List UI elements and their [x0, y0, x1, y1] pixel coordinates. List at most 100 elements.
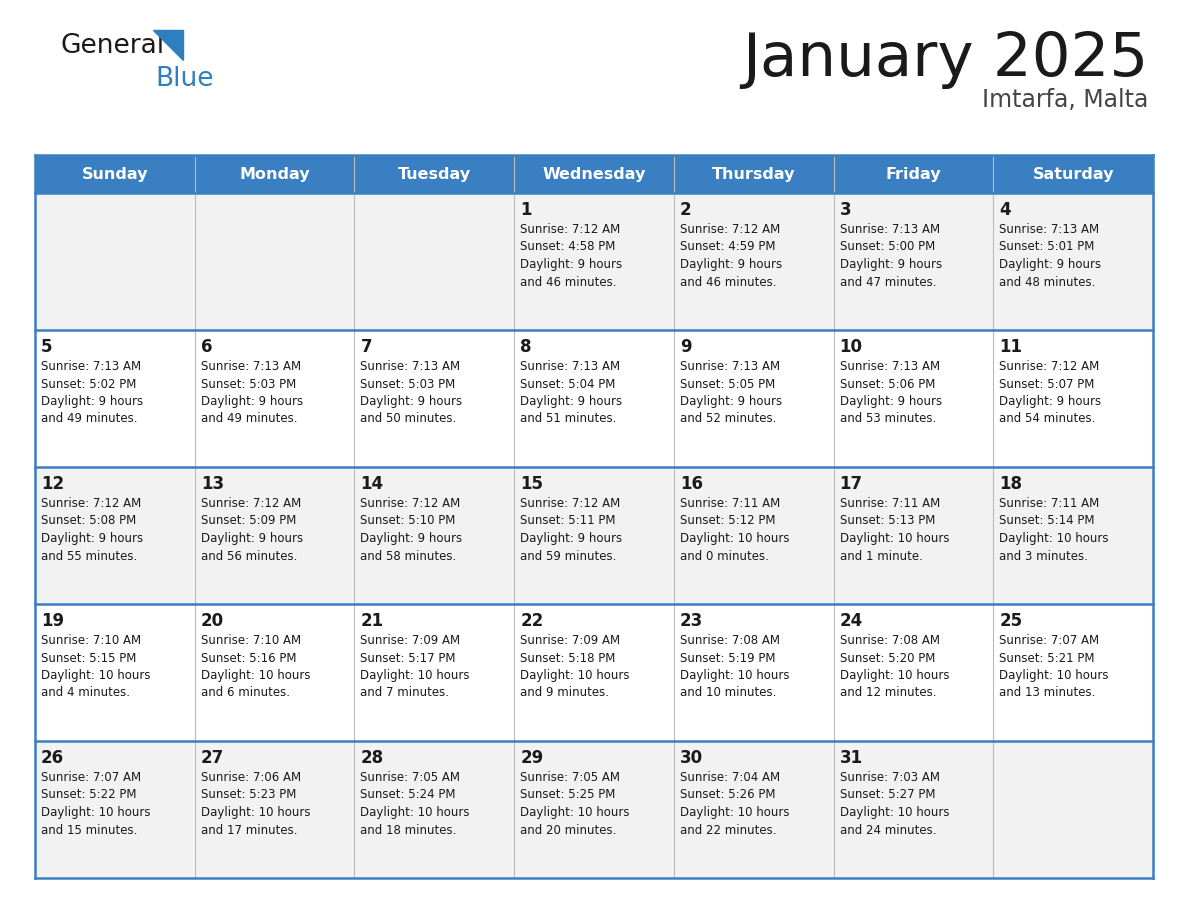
Text: Sunset: 5:06 PM: Sunset: 5:06 PM	[840, 377, 935, 390]
Text: Sunrise: 7:09 AM: Sunrise: 7:09 AM	[360, 634, 461, 647]
Text: Daylight: 9 hours: Daylight: 9 hours	[360, 532, 462, 545]
Text: Sunrise: 7:04 AM: Sunrise: 7:04 AM	[680, 771, 781, 784]
Text: Sunset: 5:02 PM: Sunset: 5:02 PM	[42, 377, 137, 390]
Text: Daylight: 10 hours: Daylight: 10 hours	[201, 806, 310, 819]
Text: Daylight: 10 hours: Daylight: 10 hours	[520, 669, 630, 682]
Text: Daylight: 9 hours: Daylight: 9 hours	[680, 258, 782, 271]
Text: 25: 25	[999, 612, 1023, 630]
Bar	[34, 193, 1154, 330]
Text: Daylight: 9 hours: Daylight: 9 hours	[201, 395, 303, 408]
Text: Sunrise: 7:12 AM: Sunrise: 7:12 AM	[680, 223, 781, 236]
Text: Daylight: 10 hours: Daylight: 10 hours	[42, 669, 151, 682]
Text: Sunrise: 7:08 AM: Sunrise: 7:08 AM	[680, 634, 779, 647]
Text: Thursday: Thursday	[712, 166, 796, 182]
Text: Daylight: 10 hours: Daylight: 10 hours	[680, 669, 789, 682]
Text: Daylight: 9 hours: Daylight: 9 hours	[520, 258, 623, 271]
Text: and 4 minutes.: and 4 minutes.	[42, 687, 129, 700]
Text: and 46 minutes.: and 46 minutes.	[680, 275, 776, 288]
Text: Sunrise: 7:03 AM: Sunrise: 7:03 AM	[840, 771, 940, 784]
Text: 16: 16	[680, 475, 703, 493]
Text: Sunrise: 7:06 AM: Sunrise: 7:06 AM	[201, 771, 301, 784]
Text: Wednesday: Wednesday	[542, 166, 646, 182]
Text: and 56 minutes.: and 56 minutes.	[201, 550, 297, 563]
Text: Sunset: 4:58 PM: Sunset: 4:58 PM	[520, 241, 615, 253]
Text: Sunset: 5:10 PM: Sunset: 5:10 PM	[360, 514, 456, 528]
Text: Daylight: 9 hours: Daylight: 9 hours	[42, 532, 143, 545]
Text: 14: 14	[360, 475, 384, 493]
Text: Sunset: 5:23 PM: Sunset: 5:23 PM	[201, 789, 296, 801]
Text: Sunset: 5:26 PM: Sunset: 5:26 PM	[680, 789, 776, 801]
Text: Sunrise: 7:13 AM: Sunrise: 7:13 AM	[840, 223, 940, 236]
Text: 17: 17	[840, 475, 862, 493]
Text: 3: 3	[840, 201, 851, 219]
Text: Sunset: 5:18 PM: Sunset: 5:18 PM	[520, 652, 615, 665]
Text: Sunset: 5:08 PM: Sunset: 5:08 PM	[42, 514, 137, 528]
Text: Daylight: 10 hours: Daylight: 10 hours	[999, 669, 1108, 682]
Bar	[195, 155, 354, 193]
Text: Daylight: 10 hours: Daylight: 10 hours	[840, 532, 949, 545]
Text: Daylight: 9 hours: Daylight: 9 hours	[999, 395, 1101, 408]
Text: 9: 9	[680, 338, 691, 356]
Text: Daylight: 9 hours: Daylight: 9 hours	[840, 395, 942, 408]
Text: Sunrise: 7:11 AM: Sunrise: 7:11 AM	[680, 497, 781, 510]
Text: and 58 minutes.: and 58 minutes.	[360, 550, 456, 563]
Text: Sunrise: 7:12 AM: Sunrise: 7:12 AM	[999, 360, 1100, 373]
Text: Daylight: 10 hours: Daylight: 10 hours	[360, 669, 470, 682]
Text: 10: 10	[840, 338, 862, 356]
Text: and 7 minutes.: and 7 minutes.	[360, 687, 449, 700]
Text: Sunrise: 7:11 AM: Sunrise: 7:11 AM	[999, 497, 1100, 510]
Bar	[514, 155, 674, 193]
Text: 11: 11	[999, 338, 1023, 356]
Text: Sunrise: 7:09 AM: Sunrise: 7:09 AM	[520, 634, 620, 647]
Text: Sunrise: 7:13 AM: Sunrise: 7:13 AM	[360, 360, 461, 373]
Text: Friday: Friday	[885, 166, 941, 182]
Text: Sunset: 5:19 PM: Sunset: 5:19 PM	[680, 652, 776, 665]
Text: 4: 4	[999, 201, 1011, 219]
Text: 28: 28	[360, 749, 384, 767]
Text: 5: 5	[42, 338, 52, 356]
Text: Sunrise: 7:12 AM: Sunrise: 7:12 AM	[360, 497, 461, 510]
Text: Daylight: 9 hours: Daylight: 9 hours	[520, 395, 623, 408]
Text: 20: 20	[201, 612, 223, 630]
Bar	[34, 330, 1154, 467]
Text: and 10 minutes.: and 10 minutes.	[680, 687, 776, 700]
Polygon shape	[153, 30, 183, 60]
Text: Daylight: 9 hours: Daylight: 9 hours	[360, 395, 462, 408]
Text: January 2025: January 2025	[741, 30, 1148, 89]
Text: Sunrise: 7:07 AM: Sunrise: 7:07 AM	[999, 634, 1099, 647]
Text: and 1 minute.: and 1 minute.	[840, 550, 922, 563]
Text: 19: 19	[42, 612, 64, 630]
Text: Daylight: 10 hours: Daylight: 10 hours	[360, 806, 470, 819]
Text: 27: 27	[201, 749, 225, 767]
Text: Sunrise: 7:10 AM: Sunrise: 7:10 AM	[201, 634, 301, 647]
Bar	[34, 467, 1154, 604]
Text: 6: 6	[201, 338, 213, 356]
Text: Sunset: 5:00 PM: Sunset: 5:00 PM	[840, 241, 935, 253]
Text: and 22 minutes.: and 22 minutes.	[680, 823, 776, 836]
Text: Sunset: 5:24 PM: Sunset: 5:24 PM	[360, 789, 456, 801]
Text: Sunset: 4:59 PM: Sunset: 4:59 PM	[680, 241, 776, 253]
Bar	[34, 604, 1154, 741]
Text: Sunday: Sunday	[82, 166, 148, 182]
Text: and 13 minutes.: and 13 minutes.	[999, 687, 1095, 700]
Text: Daylight: 9 hours: Daylight: 9 hours	[999, 258, 1101, 271]
Text: 23: 23	[680, 612, 703, 630]
Text: Sunrise: 7:13 AM: Sunrise: 7:13 AM	[201, 360, 301, 373]
Text: Sunset: 5:13 PM: Sunset: 5:13 PM	[840, 514, 935, 528]
Text: and 12 minutes.: and 12 minutes.	[840, 687, 936, 700]
Text: and 0 minutes.: and 0 minutes.	[680, 550, 769, 563]
Text: Sunset: 5:04 PM: Sunset: 5:04 PM	[520, 377, 615, 390]
Text: and 52 minutes.: and 52 minutes.	[680, 412, 776, 426]
Text: Sunset: 5:01 PM: Sunset: 5:01 PM	[999, 241, 1094, 253]
Text: Sunrise: 7:12 AM: Sunrise: 7:12 AM	[520, 223, 620, 236]
Text: and 54 minutes.: and 54 minutes.	[999, 412, 1095, 426]
Text: 24: 24	[840, 612, 862, 630]
Text: Daylight: 10 hours: Daylight: 10 hours	[680, 532, 789, 545]
Text: and 17 minutes.: and 17 minutes.	[201, 823, 297, 836]
Text: and 49 minutes.: and 49 minutes.	[201, 412, 297, 426]
Text: and 47 minutes.: and 47 minutes.	[840, 275, 936, 288]
Text: Daylight: 10 hours: Daylight: 10 hours	[42, 806, 151, 819]
Text: Daylight: 10 hours: Daylight: 10 hours	[840, 669, 949, 682]
Text: Daylight: 9 hours: Daylight: 9 hours	[520, 532, 623, 545]
Text: Sunset: 5:05 PM: Sunset: 5:05 PM	[680, 377, 775, 390]
